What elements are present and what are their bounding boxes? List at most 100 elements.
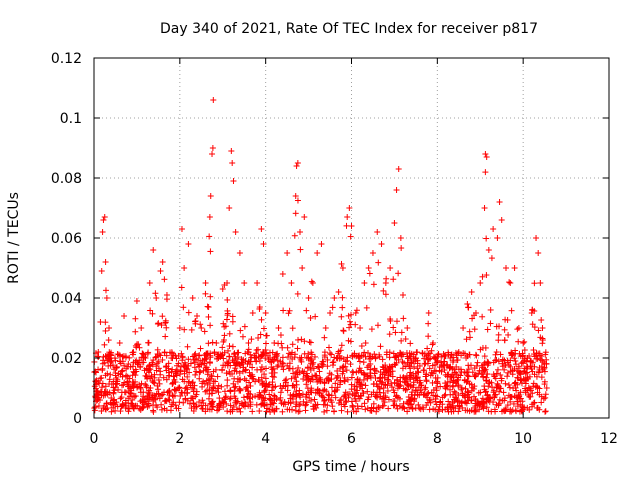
data-point bbox=[389, 373, 396, 380]
data-point bbox=[223, 393, 230, 400]
data-point bbox=[321, 380, 328, 387]
data-point bbox=[390, 350, 397, 357]
data-point bbox=[146, 280, 153, 286]
data-point bbox=[230, 178, 237, 184]
data-point bbox=[312, 389, 319, 396]
data-point bbox=[444, 378, 451, 385]
data-point bbox=[494, 235, 501, 241]
data-point bbox=[121, 313, 128, 319]
data-point bbox=[448, 351, 455, 358]
data-point bbox=[496, 396, 503, 403]
data-point bbox=[153, 295, 160, 301]
data-point bbox=[323, 407, 330, 414]
data-point bbox=[242, 403, 249, 410]
data-point bbox=[220, 320, 227, 327]
data-point bbox=[483, 272, 490, 279]
data-point bbox=[446, 364, 453, 371]
data-point bbox=[495, 331, 502, 338]
data-point bbox=[210, 97, 217, 103]
data-point bbox=[400, 404, 407, 411]
data-point bbox=[129, 397, 136, 404]
data-point bbox=[514, 326, 521, 333]
data-point bbox=[206, 214, 213, 220]
data-point bbox=[199, 383, 206, 390]
data-point bbox=[284, 250, 291, 256]
data-point bbox=[171, 392, 178, 399]
data-point bbox=[226, 330, 233, 337]
data-point bbox=[434, 393, 441, 400]
data-point bbox=[400, 315, 407, 322]
data-point bbox=[301, 214, 308, 220]
data-point bbox=[249, 364, 256, 371]
data-point bbox=[347, 311, 354, 318]
data-point bbox=[327, 310, 334, 316]
data-point bbox=[483, 235, 490, 242]
data-point bbox=[117, 408, 124, 415]
data-point bbox=[456, 405, 463, 412]
data-point bbox=[274, 350, 281, 357]
data-point bbox=[338, 313, 345, 320]
data-point bbox=[158, 322, 165, 329]
data-point bbox=[159, 313, 166, 320]
data-point bbox=[322, 325, 329, 331]
data-point bbox=[375, 259, 382, 266]
data-point bbox=[289, 395, 296, 402]
data-point bbox=[170, 373, 177, 380]
data-point bbox=[515, 338, 522, 345]
data-point bbox=[358, 343, 365, 350]
data-point bbox=[468, 289, 475, 295]
data-point bbox=[476, 367, 483, 374]
data-point bbox=[229, 313, 236, 320]
data-point bbox=[229, 343, 236, 350]
data-point bbox=[299, 265, 306, 271]
data-point bbox=[520, 375, 527, 382]
data-point bbox=[467, 334, 474, 341]
data-point bbox=[95, 353, 102, 360]
data-point bbox=[465, 366, 472, 373]
data-point bbox=[242, 367, 249, 374]
data-point bbox=[114, 403, 121, 410]
data-point bbox=[101, 214, 108, 220]
data-point bbox=[326, 344, 333, 351]
data-point bbox=[304, 385, 311, 392]
data-point bbox=[455, 349, 462, 355]
data-point bbox=[374, 229, 381, 235]
data-point bbox=[438, 353, 445, 360]
data-point bbox=[472, 351, 479, 358]
data-point bbox=[312, 353, 319, 360]
data-point bbox=[183, 384, 190, 391]
data-point bbox=[321, 408, 328, 415]
data-point bbox=[335, 289, 342, 295]
data-point bbox=[107, 362, 114, 369]
data-point bbox=[254, 280, 261, 286]
data-point bbox=[98, 408, 105, 415]
data-point bbox=[357, 325, 364, 331]
data-point bbox=[485, 247, 492, 253]
data-point bbox=[387, 265, 394, 271]
data-point bbox=[226, 395, 233, 402]
data-point bbox=[441, 352, 448, 359]
data-point bbox=[345, 337, 352, 344]
data-point bbox=[538, 399, 545, 406]
data-point bbox=[236, 250, 243, 256]
data-point bbox=[329, 304, 336, 311]
data-point bbox=[177, 393, 184, 400]
data-point bbox=[356, 358, 363, 365]
data-point bbox=[337, 397, 344, 404]
data-point bbox=[362, 382, 369, 389]
data-point bbox=[297, 229, 303, 235]
data-point bbox=[291, 232, 298, 239]
data-point bbox=[525, 391, 532, 398]
data-point bbox=[243, 384, 250, 391]
data-point bbox=[297, 246, 304, 253]
data-point bbox=[262, 310, 269, 316]
data-point bbox=[258, 316, 265, 323]
data-point bbox=[296, 354, 303, 361]
data-point bbox=[325, 374, 332, 381]
data-point bbox=[138, 325, 145, 331]
data-point bbox=[400, 292, 406, 298]
data-point bbox=[379, 356, 386, 363]
data-point bbox=[92, 393, 99, 400]
data-point bbox=[241, 280, 248, 286]
data-point bbox=[404, 325, 411, 331]
